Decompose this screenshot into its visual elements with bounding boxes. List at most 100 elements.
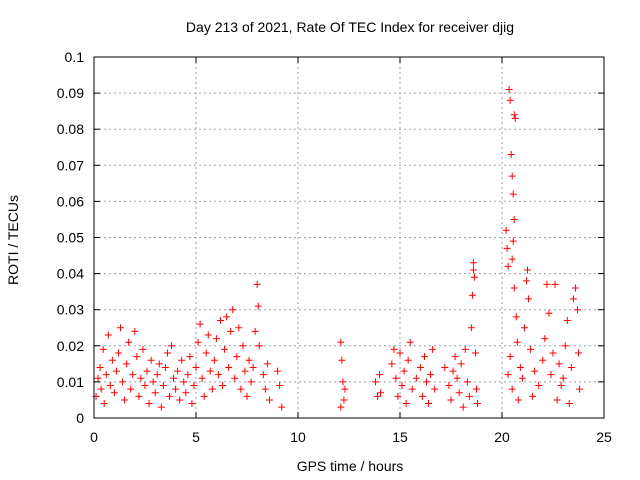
data-point (531, 367, 539, 375)
data-point (196, 320, 204, 328)
data-point (251, 327, 259, 335)
y-tick-label: 0.06 (57, 193, 84, 209)
data-point (441, 363, 449, 371)
data-point (404, 356, 412, 364)
data-point (573, 306, 581, 314)
data-point (259, 371, 267, 379)
data-point (247, 378, 255, 386)
data-point (510, 215, 518, 223)
data-point (571, 284, 579, 292)
data-point (513, 338, 521, 346)
data-point (254, 302, 262, 310)
data-point (278, 403, 286, 411)
x-tick-label: 0 (90, 429, 98, 445)
data-point (471, 349, 479, 357)
data-point (147, 356, 155, 364)
data-point (212, 335, 220, 343)
data-point (202, 349, 210, 357)
data-point (99, 345, 107, 353)
data-point (459, 403, 467, 411)
data-point (412, 374, 420, 382)
y-tick-label: 0.08 (57, 121, 84, 137)
data-point (525, 295, 533, 303)
x-tick-label: 10 (290, 429, 306, 445)
data-point (508, 172, 516, 180)
data-point (549, 349, 557, 357)
data-point (524, 266, 531, 274)
data-point (506, 96, 514, 104)
data-point (123, 360, 131, 368)
chart-title: Day 213 of 2021, Rate Of TEC Index for r… (186, 19, 514, 35)
y-tick-label: 0.03 (57, 302, 84, 318)
data-point (463, 378, 471, 386)
data-point (186, 353, 194, 361)
data-point (341, 385, 349, 393)
data-point (508, 385, 516, 393)
data-point (108, 356, 116, 364)
data-point (157, 403, 165, 411)
data-point (511, 114, 519, 122)
data-point (133, 353, 141, 361)
data-point (206, 367, 214, 375)
data-point (114, 349, 122, 357)
data-point (117, 324, 125, 332)
y-tick-label: 0.09 (57, 85, 84, 101)
data-point (502, 226, 510, 234)
data-point (127, 385, 135, 393)
data-point (559, 374, 567, 382)
data-point (541, 335, 549, 343)
data-point (182, 389, 190, 397)
data-point (245, 356, 253, 364)
data-point (100, 400, 108, 408)
axis-ticks: 0 5 10 15 20 25 0 0.01 0.02 0.03 0.04 0.05 0.06 0.07 0… (57, 49, 612, 445)
data-point (461, 345, 469, 353)
data-point (429, 345, 437, 353)
x-axis-label: GPS time / hours (297, 458, 404, 474)
data-point (145, 400, 153, 408)
data-point (155, 360, 163, 368)
data-point (194, 338, 202, 346)
data-point (372, 378, 380, 386)
data-point (465, 392, 473, 400)
data-point (390, 345, 398, 353)
data-point (520, 324, 528, 332)
y-tick-label: 0.01 (57, 374, 84, 390)
data-point (174, 367, 182, 375)
data-point (137, 374, 145, 382)
y-tick-label: 0.07 (57, 157, 84, 173)
data-point (216, 317, 224, 325)
data-point (512, 313, 520, 321)
data-point (163, 349, 171, 357)
data-point (151, 389, 159, 397)
data-point (431, 385, 439, 393)
data-point (200, 392, 208, 400)
data-point (180, 378, 188, 386)
y-axis-label: ROTI / TECUs (5, 195, 21, 285)
data-point (503, 244, 511, 252)
y-tick-label: 0.04 (57, 266, 84, 282)
data-point (239, 342, 247, 350)
data-point (447, 396, 455, 404)
data-point (125, 338, 133, 346)
data-point (165, 392, 173, 400)
data-point (168, 342, 176, 350)
data-point (468, 291, 476, 299)
data-point (261, 385, 269, 393)
data-point (565, 400, 573, 408)
data-point (555, 360, 563, 368)
data-point (176, 396, 184, 404)
data-point (504, 262, 512, 270)
data-point (457, 360, 465, 368)
data-point (453, 374, 461, 382)
data-point (547, 371, 555, 379)
data-point (402, 400, 410, 408)
data-point (553, 396, 561, 404)
data-point (190, 382, 198, 390)
data-point (506, 353, 514, 361)
data-point (110, 389, 118, 397)
data-point (400, 367, 408, 375)
data-point (469, 266, 477, 274)
data-point (102, 371, 110, 379)
data-point (473, 385, 480, 393)
